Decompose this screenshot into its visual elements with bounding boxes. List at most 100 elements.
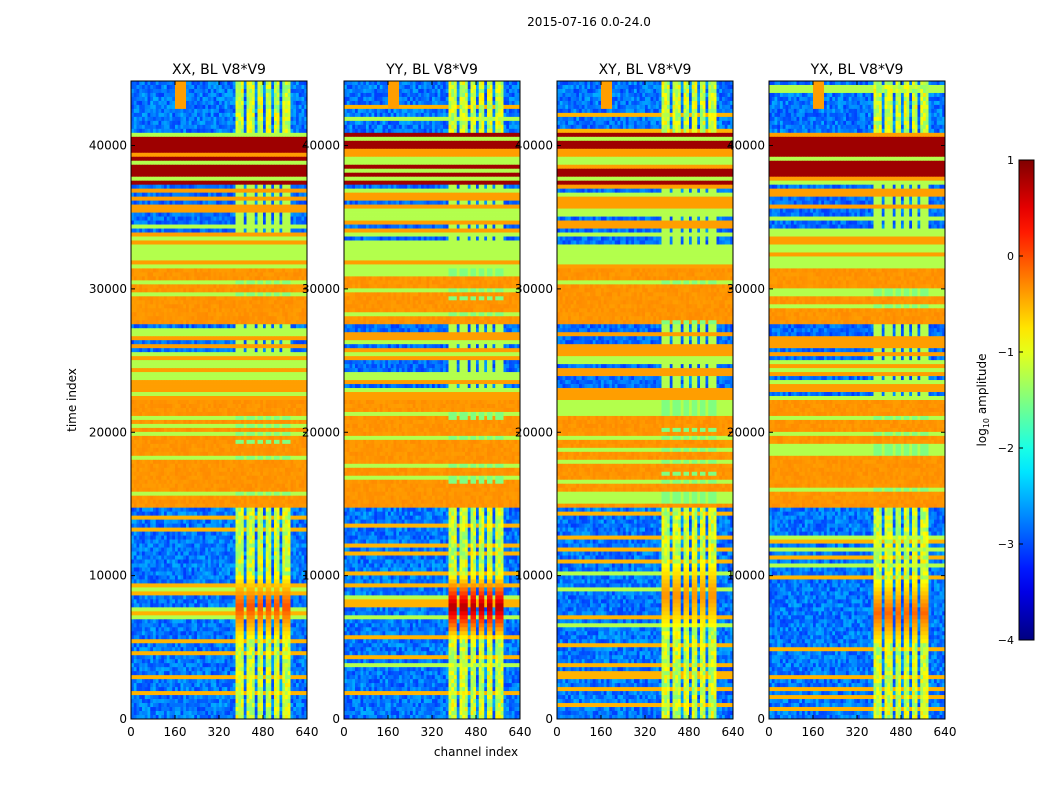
heatmap-cell [203,133,206,137]
heatmap-cell [291,113,294,117]
heatmap-cell [225,81,228,85]
heatmap-cell [241,121,244,125]
heatmap-cell [175,121,178,125]
heatmap-cell [137,133,140,137]
heatmap-cell [247,97,250,101]
heatmap-cell [216,93,219,97]
heatmap-cell [175,153,178,157]
heatmap-cell [203,145,206,149]
heatmap-cell [164,117,167,121]
heatmap-cell [266,81,269,85]
heatmap-cell [153,121,156,125]
heatmap-cell [183,93,186,97]
heatmap-cell [269,141,272,145]
heatmap-cell [170,149,173,153]
heatmap-cell [153,109,156,113]
heatmap-cell [277,97,280,101]
heatmap-cell [164,97,167,101]
heatmap-cell [142,85,145,89]
heatmap-cell [205,117,208,121]
heatmap-cell [233,153,236,157]
heatmap-cell [161,125,164,129]
heatmap-cell [139,133,142,137]
heatmap-cell [219,101,222,105]
heatmap-cell [241,101,244,105]
heatmap-cell [186,129,189,133]
heatmap-cell [197,121,200,125]
heatmap-cell [255,101,258,105]
heatmap-cell [296,125,299,129]
heatmap-cell [285,85,288,89]
heatmap-cell [214,93,217,97]
heatmap-cell [211,149,214,153]
heatmap-cell [219,113,222,117]
heatmap-cell [269,97,272,101]
heatmap-cell [211,85,214,89]
heatmap-cell [302,117,305,121]
heatmap-cell [164,125,167,129]
heatmap-cell [280,97,283,101]
heatmap-cell [280,89,283,93]
heatmap-cell [192,153,195,157]
heatmap-cell [263,117,266,121]
heatmap-cell [258,125,261,129]
heatmap-cell [249,105,252,109]
heatmap-cell [189,125,192,129]
heatmap-cell [230,93,233,97]
heatmap-cell [227,113,230,117]
heatmap-cell [263,101,266,105]
heatmap-cell [148,101,151,105]
heatmap-cell [181,133,184,137]
heatmap-cell [172,101,175,105]
heatmap-cell [197,129,200,133]
heatmap-cell [142,137,145,141]
heatmap-cell [260,125,263,129]
heatmap-cell [238,125,241,129]
heatmap-cell [291,85,294,89]
heatmap-cell [172,145,175,149]
heatmap-cell [255,97,258,101]
heatmap-cell [219,121,222,125]
heatmap-cell [269,117,272,121]
heatmap-cell [241,141,244,145]
heatmap-cell [134,133,137,137]
heatmap-cell [216,101,219,105]
heatmap-cell [263,85,266,89]
heatmap-cell [288,149,291,153]
heatmap-cell [219,141,222,145]
heatmap-cell [156,109,159,113]
heatmap-cell [296,109,299,113]
heatmap-cell [183,97,186,101]
heatmap-cell [263,133,266,137]
heatmap-cell [205,133,208,137]
heatmap-cell [258,145,261,149]
heatmap-cell [139,141,142,145]
heatmap-cell [153,137,156,141]
heatmap-cell [222,85,225,89]
heatmap-cell [288,137,291,141]
heatmap-cell [219,85,222,89]
heatmap-cell [148,105,151,109]
heatmap-cell [178,121,181,125]
heatmap-cell [183,141,186,145]
heatmap-cell [161,93,164,97]
heatmap-cell [282,141,285,145]
heatmap-cell [258,93,261,97]
heatmap-cell [241,81,244,85]
heatmap-cell [247,125,250,129]
heatmap-cell [236,117,239,121]
heatmap-cell [203,153,206,157]
heatmap-cell [153,141,156,145]
heatmap-cell [288,101,291,105]
heatmap-cell [263,113,266,117]
heatmap-cell [167,89,170,93]
heatmap-cell [282,113,285,117]
heatmap-cell [247,93,250,97]
heatmap-cell [225,89,228,93]
heatmap-cell [172,129,175,133]
heatmap-cell [252,129,255,133]
heatmap-cell [230,153,233,157]
heatmap-cell [214,81,217,85]
heatmap-cell [269,121,272,125]
heatmap-cell [282,101,285,105]
